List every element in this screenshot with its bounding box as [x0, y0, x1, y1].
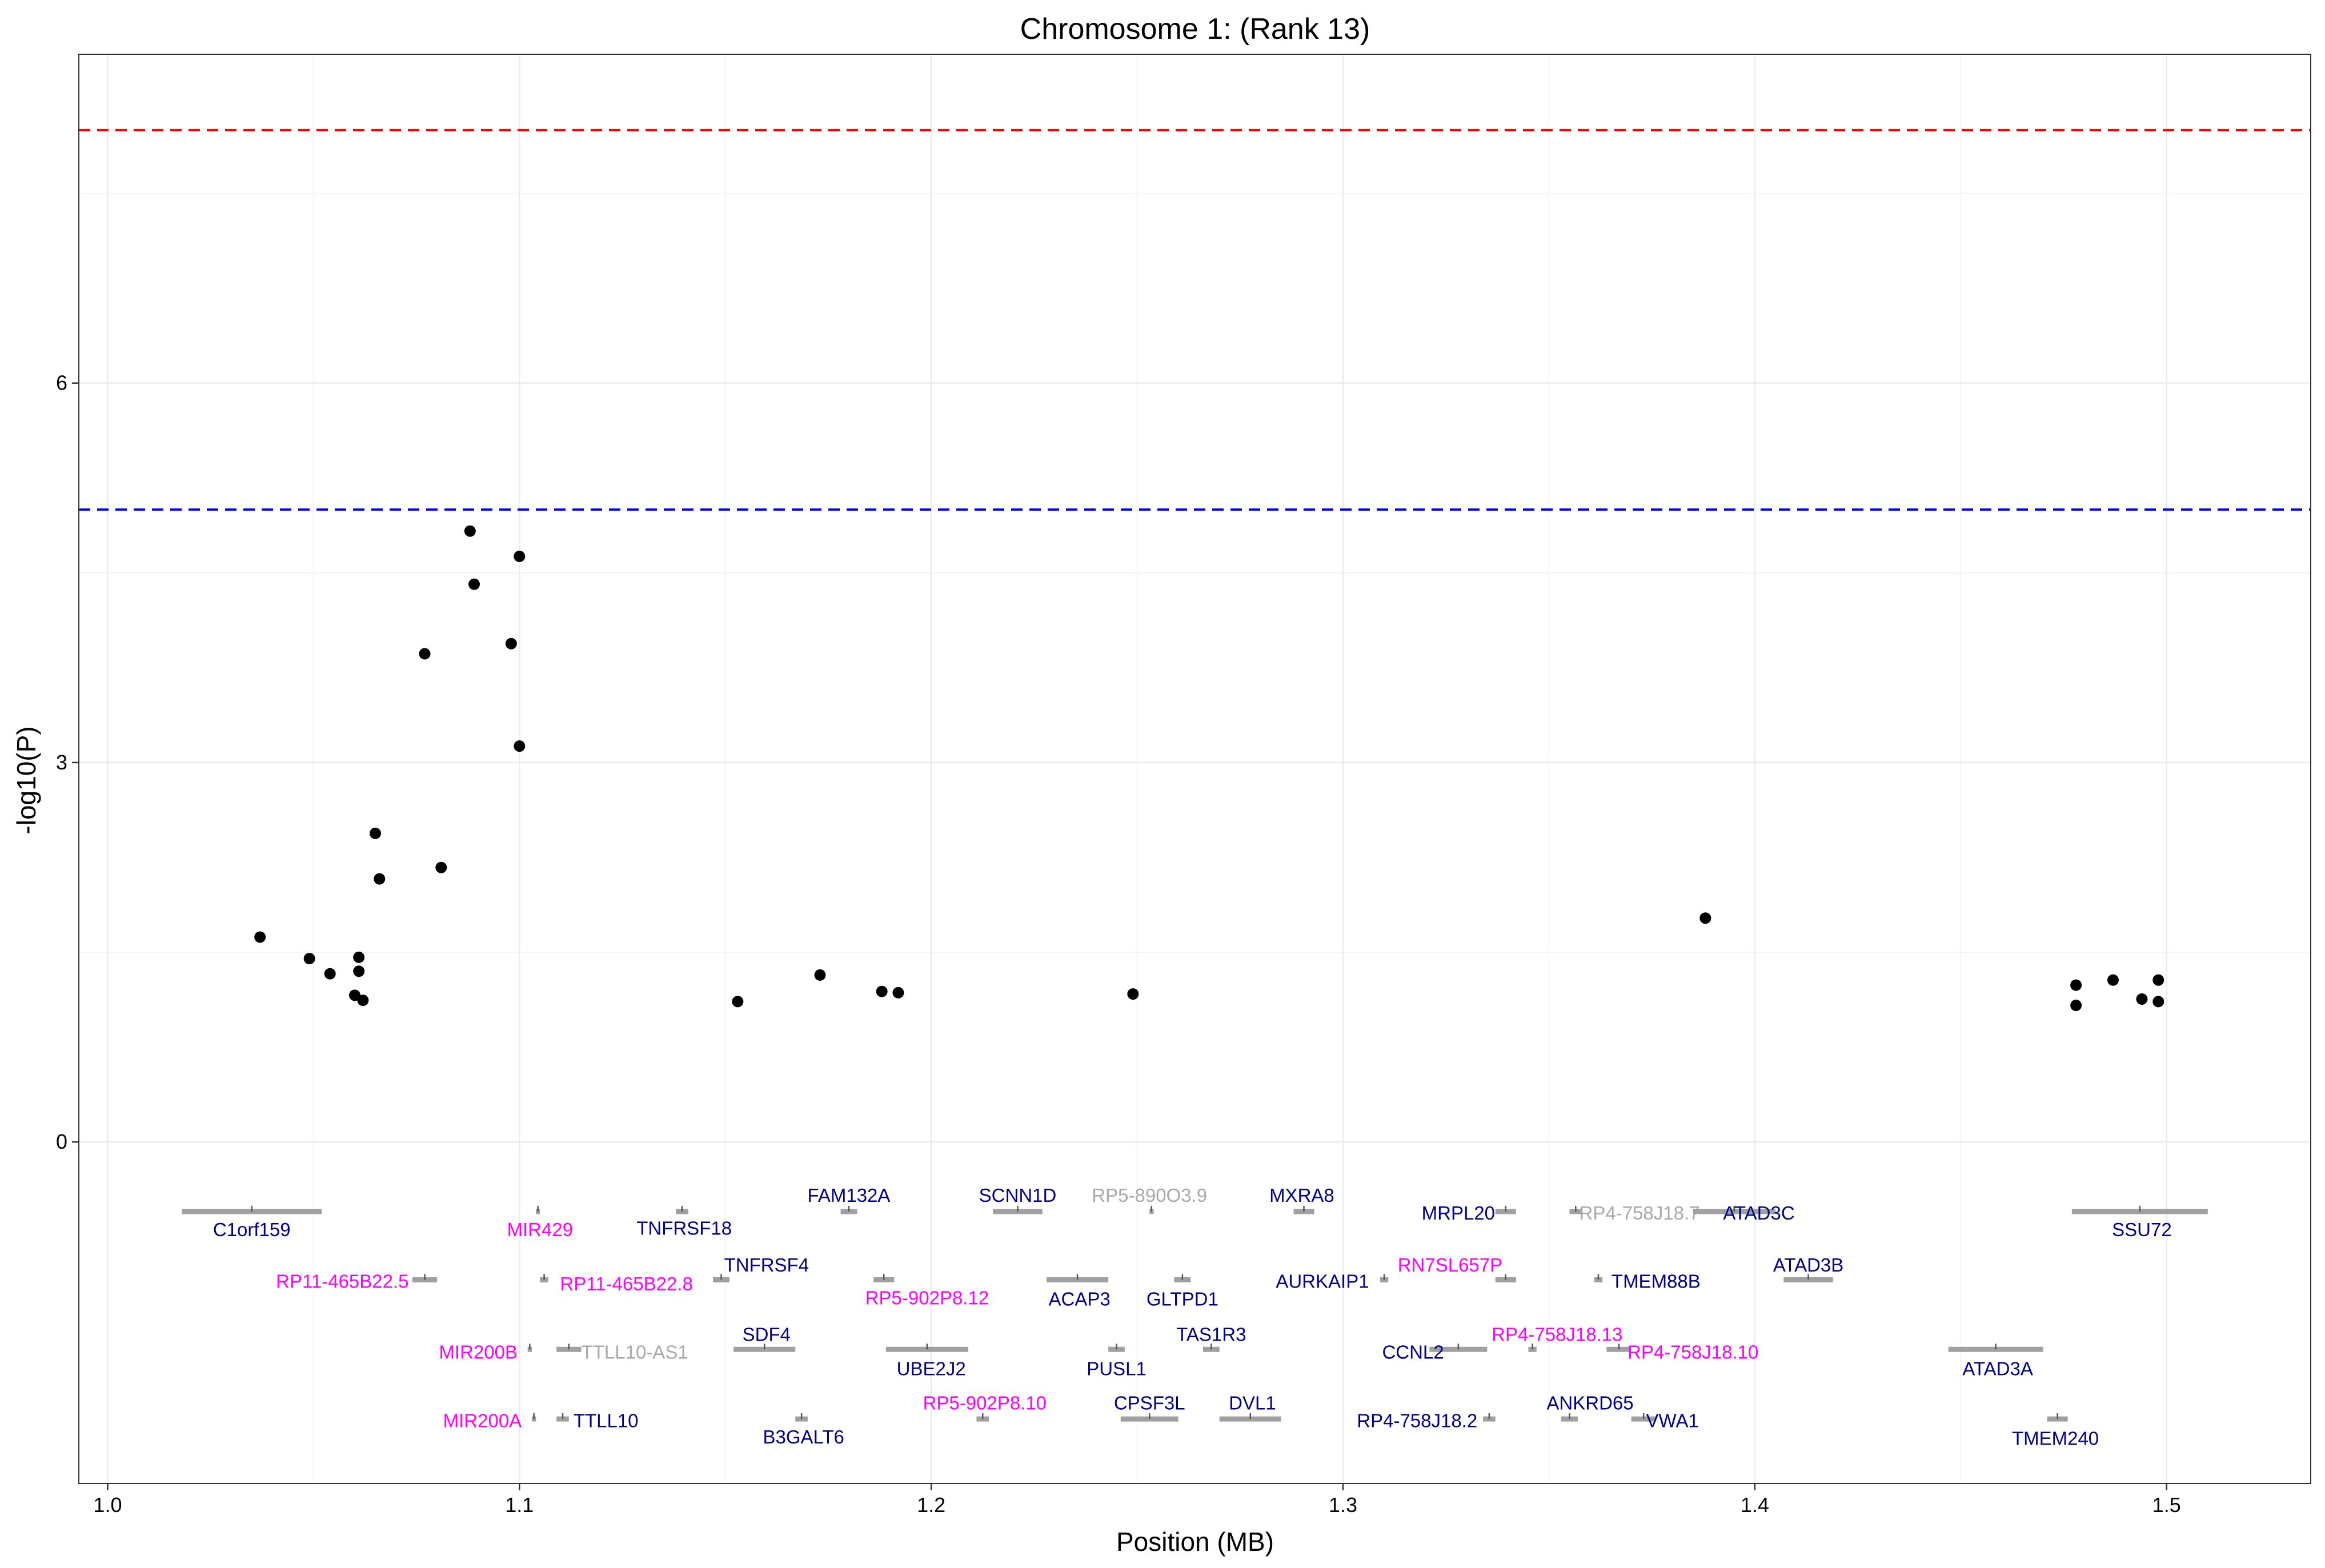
y-tick-label: 3 — [56, 751, 67, 774]
chart-title: Chromosome 1: (Rank 13) — [1020, 13, 1370, 46]
x-tick-label: 1.4 — [1741, 1493, 1769, 1517]
gene-label: UBE2J2 — [897, 1358, 966, 1379]
snp-point — [1127, 988, 1139, 1000]
gene-label: RP5-902P8.10 — [923, 1392, 1047, 1413]
snp-point — [732, 996, 744, 1008]
gene-label: C1orf159 — [213, 1219, 291, 1240]
gene-label: ATAD3C — [1723, 1202, 1794, 1224]
y-axis: 0 3 6 — [56, 371, 79, 1153]
gene-label: TNFRSF4 — [724, 1254, 809, 1276]
gene-label: TMEM88B — [1612, 1271, 1701, 1292]
gene-label: SCNN1D — [979, 1185, 1057, 1206]
gene-label: MXRA8 — [1269, 1185, 1334, 1206]
gene-label: TNFRSF18 — [636, 1218, 732, 1239]
snp-point — [357, 994, 369, 1006]
snp-point — [876, 985, 888, 997]
minor-gridlines — [79, 54, 2311, 1483]
gene-label: CPSF3L — [1114, 1392, 1185, 1413]
gene-label: TMEM240 — [2012, 1427, 2099, 1449]
gene-label: FAM132A — [808, 1185, 891, 1206]
snp-point — [303, 953, 315, 965]
gene-label: RP4-758J18.10 — [1628, 1342, 1758, 1363]
snp-point — [2136, 993, 2148, 1005]
x-tick-label: 1.0 — [93, 1493, 122, 1517]
plot-border — [78, 54, 2311, 1484]
snp-point — [374, 873, 386, 885]
snp-point — [892, 986, 904, 998]
snp-point — [464, 525, 476, 537]
gene-label: TAS1R3 — [1176, 1324, 1246, 1345]
snp-point — [324, 968, 336, 980]
snp-point — [353, 965, 365, 977]
major-gridlines — [79, 54, 2311, 1483]
snp-point — [814, 969, 826, 981]
gene-label: RP5-902P8.12 — [865, 1288, 989, 1309]
significance-thresholds — [79, 129, 2311, 511]
gene-label: RP4-758J18.13 — [1492, 1324, 1622, 1345]
gene-label: MIR200A — [443, 1410, 522, 1431]
y-tick-label: 6 — [56, 371, 67, 395]
gene-label: RP5-890O3.9 — [1092, 1185, 1207, 1206]
snp-point — [370, 827, 382, 839]
gene-label: MIR200B — [439, 1342, 518, 1363]
gene-label: B3GALT6 — [763, 1426, 844, 1447]
gene-label: RP11-465B22.8 — [560, 1273, 693, 1294]
gene-label: RP4-758J18.2 — [1357, 1410, 1477, 1431]
snp-points — [254, 525, 2164, 1012]
snp-point — [254, 931, 266, 943]
gene-label: MRPL20 — [1422, 1202, 1495, 1224]
gene-label: RP11-465B22.5 — [276, 1271, 408, 1292]
snp-point — [435, 861, 447, 873]
gene-label: PUSL1 — [1087, 1358, 1147, 1379]
snp-point — [514, 740, 526, 752]
gene-label: GLTPD1 — [1147, 1289, 1218, 1310]
gene-label: ATAD3B — [1773, 1254, 1843, 1276]
gene-label: DVL1 — [1229, 1392, 1276, 1413]
y-axis-title: -log10(P) — [11, 726, 41, 834]
snp-point — [468, 578, 480, 590]
gene-track: C1orf159 MIR429 TNFRSF18 FAM132A SCNN1D RP5-8… — [182, 1185, 2208, 1449]
gene-label: TTLL10 — [574, 1410, 639, 1431]
snp-point — [419, 648, 431, 660]
gene-label: CCNL2 — [1382, 1342, 1444, 1363]
x-axis-title: Position (MB) — [1116, 1527, 1274, 1557]
x-tick-label: 1.5 — [2152, 1493, 2181, 1517]
gene-label: AURKAIP1 — [1276, 1271, 1369, 1292]
snp-point — [2070, 979, 2082, 991]
gene-label: SSU72 — [2112, 1219, 2172, 1240]
snp-point — [2152, 996, 2164, 1008]
snp-point — [2152, 974, 2164, 986]
gene-label: MIR429 — [507, 1219, 574, 1240]
gene-label: RN7SL657P — [1398, 1254, 1502, 1276]
x-axis: 1.0 1.1 1.2 1.3 1.4 1.5 — [93, 1483, 2181, 1517]
gene-label: ANKRD65 — [1546, 1392, 1633, 1413]
x-tick-label: 1.3 — [1329, 1493, 1357, 1517]
snp-point — [505, 637, 517, 649]
x-tick-label: 1.2 — [917, 1493, 945, 1517]
snp-point — [2107, 974, 2119, 986]
snp-point — [2070, 1000, 2082, 1012]
snp-point — [514, 551, 526, 563]
gene-label: RP4-758J18.7 — [1580, 1202, 1700, 1224]
gene-label: SDF4 — [743, 1324, 791, 1345]
gene-label: VWA1 — [1646, 1410, 1699, 1431]
snp-point — [1699, 912, 1711, 924]
y-tick-label: 0 — [56, 1130, 67, 1153]
gene-label: ACAP3 — [1049, 1289, 1111, 1310]
gene-label: TTLL10-AS1 — [582, 1342, 688, 1363]
x-tick-label: 1.1 — [505, 1493, 534, 1517]
gene-label: ATAD3A — [1962, 1358, 2033, 1379]
snp-point — [348, 989, 360, 1001]
snp-point — [353, 951, 365, 963]
